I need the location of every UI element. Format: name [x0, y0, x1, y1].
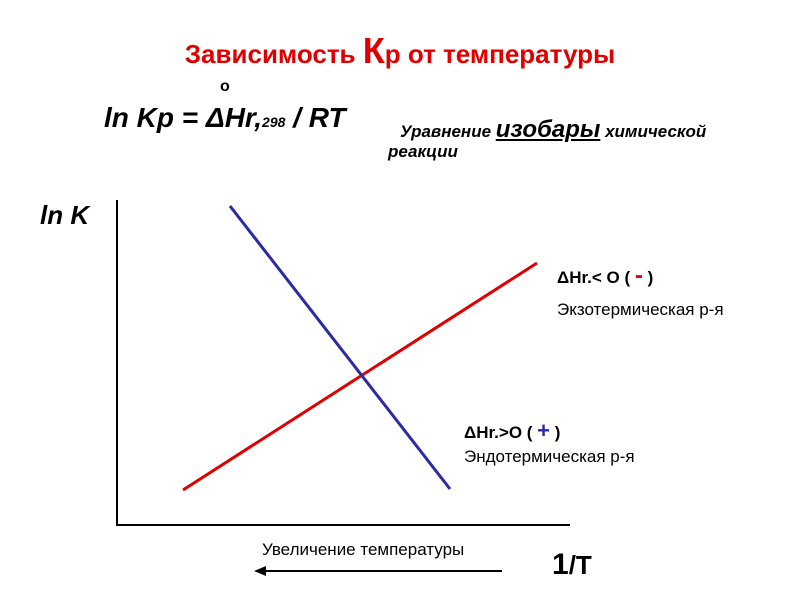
equation-tail: / RT [285, 102, 346, 133]
caption-emphasis: изобары [495, 116, 601, 143]
endothermic-formula-text: ΔHr.>O ( [464, 423, 538, 442]
endothermic-label: Эндотермическая р-я [464, 447, 635, 466]
equation-main: ln Kp = ΔHr, [104, 102, 263, 133]
x-axis-label-rest: /T [568, 550, 592, 580]
endothermic-formula: ΔHr.>O ( + ) [464, 418, 560, 444]
title-prefix: Зависимость [184, 39, 363, 69]
temperature-arrow-head [254, 566, 266, 576]
endothermic-sign: + [537, 418, 551, 443]
temperature-increase-caption: Увеличение температуры [262, 540, 465, 559]
caption-pre: Уравнение [400, 122, 496, 141]
endothermic-line [228, 205, 452, 490]
exothermic-line [182, 261, 538, 492]
slide-title: Зависимость Кр от температуры [0, 30, 800, 72]
caption-post: химической [600, 122, 707, 141]
equation-caption: Уравнение изобары химической [400, 116, 706, 144]
exothermic-formula: ΔHr.< O ( - ) [557, 262, 653, 290]
endothermic-close: ) [550, 423, 561, 442]
standard-state-degree: o [220, 78, 230, 95]
exothermic-label: Экзотермическая р-я [557, 300, 724, 319]
x-axis-label-one: 1 [552, 548, 569, 581]
exothermic-close: ) [642, 268, 654, 287]
equation-caption-line2: реакции [388, 142, 458, 161]
exothermic-formula-text: ΔHr.< O ( [557, 268, 635, 287]
x-axis-label: 1/T [552, 548, 592, 582]
isobar-equation: ln Kp = ΔHr,298 / RT [104, 102, 346, 134]
title-suffix: р от температуры [384, 39, 616, 69]
title-big-letter: К [362, 30, 385, 71]
equation-subscript: 298 [262, 114, 286, 130]
exothermic-sign: - [634, 262, 643, 289]
y-axis-label: ln K [40, 200, 90, 230]
